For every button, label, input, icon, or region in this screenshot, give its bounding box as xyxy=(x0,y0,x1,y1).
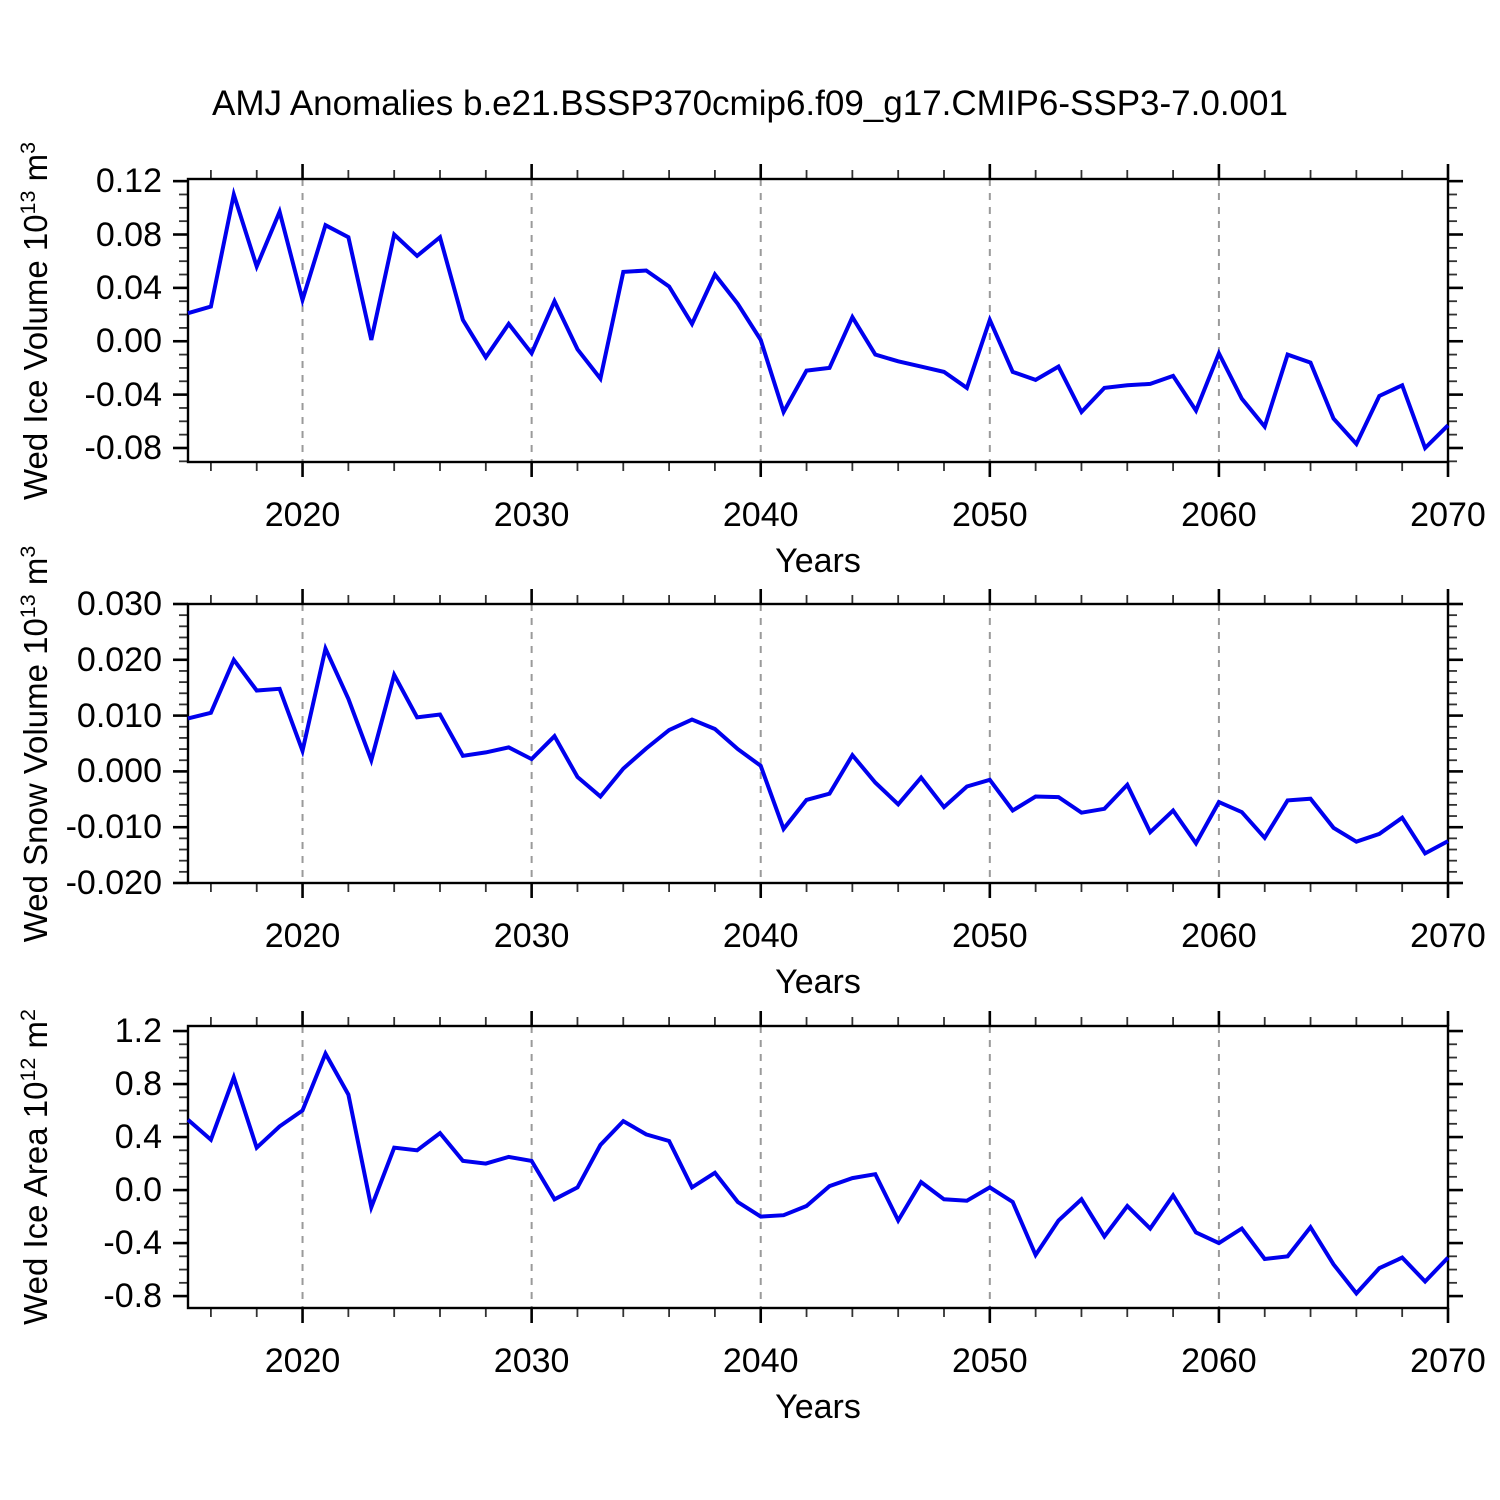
x-tick-label: 2030 xyxy=(493,917,570,955)
x-tick-label: 2020 xyxy=(264,917,341,955)
y-tick-label: 0.010 xyxy=(76,696,162,735)
y-axis-title: Wed Ice Area 1012 m2 xyxy=(16,887,56,1447)
plot-panel-wed-snow-volume xyxy=(173,589,1463,898)
y-tick-label: 0.8 xyxy=(114,1065,162,1104)
y-tick-label: 0.12 xyxy=(95,162,162,201)
y-tick-label: -0.020 xyxy=(65,864,162,902)
data-line-wed-ice-area xyxy=(186,1048,1450,1297)
y-axis-title-exponent: 13 xyxy=(16,593,41,618)
y-tick-label: -0.8 xyxy=(103,1277,162,1316)
plot-frame xyxy=(186,602,1450,885)
x-tick-label: 2070 xyxy=(1410,1342,1486,1380)
x-tick-label: 2020 xyxy=(264,496,341,534)
x-tick-label: 2070 xyxy=(1410,496,1486,534)
data-line-wed-ice-volume xyxy=(187,186,1450,452)
plot-frame xyxy=(186,1024,1450,1310)
y-tick-label: 0.4 xyxy=(114,1118,162,1157)
x-tick-label: 2020 xyxy=(264,1342,341,1380)
figure-title: AMJ Anomalies b.e21.BSSP370cmip6.f09_g17… xyxy=(212,84,1288,123)
x-tick-label: 2040 xyxy=(722,496,799,534)
y-tick-label: 0.020 xyxy=(76,640,162,679)
y-axis-title-text: Wed Ice Area 10 xyxy=(17,1081,54,1325)
y-axis-title-text: Wed Ice Volume 10 xyxy=(17,213,54,500)
plot-frame xyxy=(186,177,1450,464)
y-tick-label: 0.0 xyxy=(114,1171,162,1210)
x-tick-label: 2050 xyxy=(951,1342,1028,1380)
x-axis-title: Years xyxy=(775,542,861,580)
x-tick-label: 2030 xyxy=(493,496,570,534)
y-axis-title-text: m xyxy=(17,1021,54,1058)
x-axis-title: Years xyxy=(775,1388,861,1426)
data-line-wed-snow-volume xyxy=(187,642,1449,857)
x-tick-label: 2060 xyxy=(1181,917,1257,955)
y-axis-title-exponent: 13 xyxy=(16,190,41,214)
y-axis-title-exponent: 3 xyxy=(16,141,41,154)
y-tick-label: 1.2 xyxy=(114,1012,162,1051)
y-tick-label: -0.010 xyxy=(65,808,162,847)
x-tick-label: 2050 xyxy=(951,496,1028,534)
y-axis-title-text: m xyxy=(17,557,54,594)
y-axis-title-text: m xyxy=(17,153,54,191)
y-tick-label: 0.04 xyxy=(95,268,162,307)
x-tick-label: 2060 xyxy=(1181,496,1257,534)
y-axis-title-exponent: 12 xyxy=(16,1057,41,1082)
x-axis-title: Years xyxy=(775,963,861,1001)
x-tick-label: 2040 xyxy=(722,1342,799,1380)
x-tick-label: 2060 xyxy=(1181,1342,1257,1380)
y-tick-label: -0.08 xyxy=(84,428,163,467)
y-tick-label: 0.08 xyxy=(95,215,162,254)
x-tick-label: 2030 xyxy=(493,1342,570,1380)
y-tick-label: 0.030 xyxy=(76,585,162,623)
x-tick-label: 2050 xyxy=(951,917,1028,955)
y-tick-label: -0.04 xyxy=(84,375,163,414)
y-tick-label: 0.000 xyxy=(76,752,162,791)
x-tick-label: 2040 xyxy=(722,917,799,955)
plot-panel-wed-ice-volume xyxy=(173,164,1463,477)
y-axis-title-exponent: 3 xyxy=(16,545,41,558)
y-tick-label: -0.4 xyxy=(103,1224,162,1263)
plot-panel-wed-ice-area xyxy=(173,1011,1463,1323)
y-tick-label: 0.00 xyxy=(95,322,162,361)
x-tick-label: 2070 xyxy=(1410,917,1486,955)
y-axis-title-exponent: 2 xyxy=(16,1009,41,1022)
